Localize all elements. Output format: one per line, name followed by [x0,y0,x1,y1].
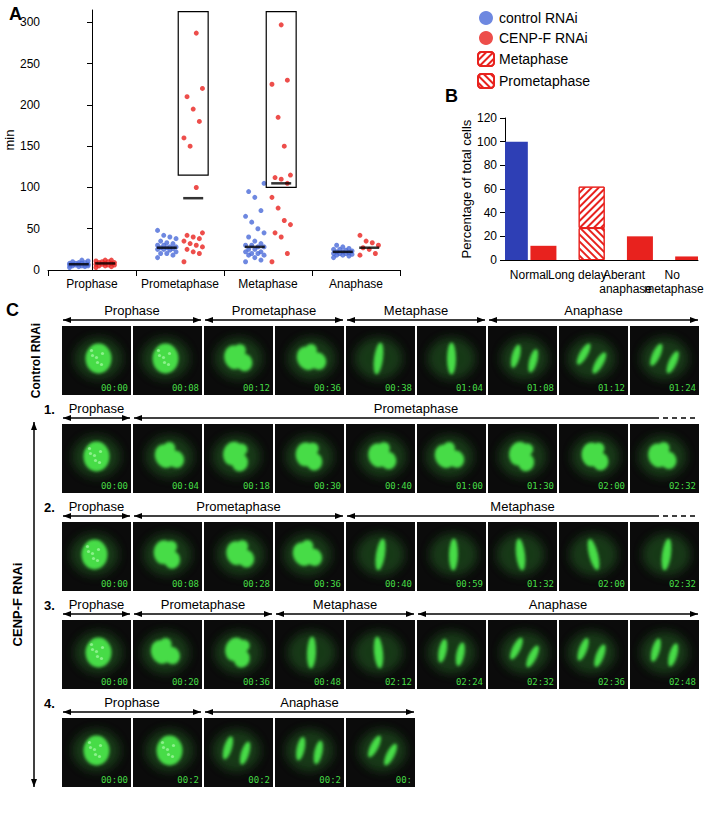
svg-text:00:30: 00:30 [314,481,341,491]
svg-text:00:12: 00:12 [243,383,270,393]
svg-text:02:36: 02:36 [598,677,625,687]
svg-text:Metaphase: Metaphase [499,51,568,67]
svg-text:Prophase: Prophase [66,277,118,291]
svg-text:Aberant: Aberant [603,268,648,282]
svg-text:00:20: 00:20 [172,677,199,687]
svg-text:Metaphase: Metaphase [238,277,298,291]
svg-text:250: 250 [20,57,40,71]
svg-text:A: A [9,4,22,24]
svg-text:02:48: 02:48 [669,677,696,687]
svg-text:01:12: 01:12 [598,383,625,393]
svg-text:100: 100 [20,180,40,194]
svg-text:100: 100 [477,135,497,149]
svg-text:Prophase: Prophase [104,303,160,318]
svg-text:00:59: 00:59 [456,579,483,589]
svg-text:4.: 4. [44,696,55,711]
svg-text:00:2: 00:2 [319,775,341,785]
svg-text:0: 0 [490,253,497,267]
svg-text:00:36: 00:36 [243,677,270,687]
svg-text:Prometaphase: Prometaphase [499,73,590,89]
svg-text:Metaphase: Metaphase [384,303,448,318]
svg-text:120: 120 [477,111,497,125]
svg-text:01:24: 01:24 [669,383,696,393]
svg-text:00:36: 00:36 [314,383,341,393]
svg-text:02:12: 02:12 [385,677,412,687]
svg-text:01:30: 01:30 [527,481,554,491]
svg-text:CENP-F RNAi: CENP-F RNAi [10,563,25,647]
svg-text:02:32: 02:32 [527,677,554,687]
svg-text:Percentage of total cells: Percentage of total cells [459,119,474,258]
svg-text:00:00: 00:00 [101,481,128,491]
svg-text:00:00: 00:00 [101,677,128,687]
svg-text:Anaphase: Anaphase [280,695,339,710]
svg-text:01:04: 01:04 [456,383,483,393]
svg-text:00:36: 00:36 [314,579,341,589]
svg-text:control RNAi: control RNAi [499,10,578,26]
svg-text:00:2: 00:2 [248,775,270,785]
svg-text:Metaphase: Metaphase [313,597,377,612]
svg-text:00:48: 00:48 [314,677,341,687]
svg-text:Prometaphase: Prometaphase [141,277,219,291]
svg-text:Prophase: Prophase [69,597,125,612]
svg-text:50: 50 [27,222,41,236]
svg-text:00:00: 00:00 [101,579,128,589]
svg-text:C: C [6,300,19,320]
svg-text:02:24: 02:24 [456,677,483,687]
svg-text:00:: 00: [396,775,412,785]
svg-text:00:00: 00:00 [101,775,128,785]
svg-text:Anaphase: Anaphase [529,597,588,612]
svg-text:Control RNAi: Control RNAi [29,323,43,398]
svg-text:Metaphase: Metaphase [490,499,554,514]
svg-text:0: 0 [33,263,40,277]
svg-text:Prometaphase: Prometaphase [232,303,317,318]
svg-text:00:18: 00:18 [243,481,270,491]
svg-text:00:04: 00:04 [172,481,199,491]
svg-text:60: 60 [484,182,498,196]
svg-text:Anaphase: Anaphase [329,277,383,291]
svg-text:Prophase: Prophase [104,695,160,710]
svg-text:00:38: 00:38 [385,383,412,393]
svg-text:300: 300 [20,15,40,29]
svg-text:00:08: 00:08 [172,579,199,589]
svg-text:02:00: 02:00 [598,579,625,589]
svg-text:200: 200 [20,98,40,112]
svg-text:Prophase: Prophase [69,499,125,514]
svg-text:Prometaphase: Prometaphase [374,401,459,416]
svg-text:00:28: 00:28 [243,579,270,589]
svg-text:No: No [665,268,684,282]
svg-text:80: 80 [484,158,498,172]
svg-text:01:08: 01:08 [527,383,554,393]
svg-text:3.: 3. [44,598,55,613]
svg-text:Anaphase: Anaphase [564,303,623,318]
svg-text:B: B [445,86,458,106]
svg-text:00:08: 00:08 [172,383,199,393]
svg-text:00:00: 00:00 [101,383,128,393]
svg-text:2.: 2. [44,500,55,515]
svg-text:01:32: 01:32 [527,579,554,589]
svg-text:metaphase: metaphase [644,282,704,296]
svg-text:1.: 1. [44,402,55,417]
svg-text:Prometaphase: Prometaphase [196,499,281,514]
svg-text:Prophase: Prophase [69,401,125,416]
svg-text:Long delay: Long delay [548,268,607,282]
svg-text:CENP-F RNAi: CENP-F RNAi [499,30,588,46]
svg-text:02:00: 02:00 [598,481,625,491]
svg-text:00:40: 00:40 [385,579,412,589]
svg-text:Prometaphase: Prometaphase [161,597,246,612]
svg-text:02:32: 02:32 [669,481,696,491]
svg-text:Normal: Normal [510,268,549,282]
svg-text:02:32: 02:32 [669,579,696,589]
svg-text:20: 20 [484,229,498,243]
svg-text:01:00: 01:00 [456,481,483,491]
svg-text:00:2: 00:2 [177,775,199,785]
svg-text:anaphase: anaphase [599,282,652,296]
svg-text:40: 40 [484,206,498,220]
svg-text:150: 150 [20,139,40,153]
svg-text:00:40: 00:40 [385,481,412,491]
svg-text:min: min [2,130,17,151]
